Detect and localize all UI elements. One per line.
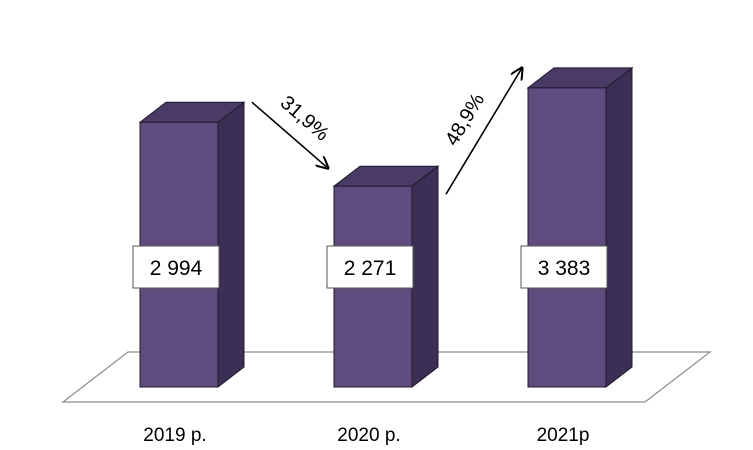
growth-annotation-1: 31,9% — [251, 92, 333, 168]
labels-group: 2 994 2019 р. 2 271 2020 р. 3 383 2021р — [132, 245, 608, 446]
data-label-text: 2 994 — [150, 257, 203, 280]
data-label-box — [520, 245, 608, 289]
x-tick-label-1: 2019 р. — [143, 425, 206, 446]
data-label-box — [132, 245, 220, 289]
bar-3 — [526, 66, 634, 389]
bar-side-face — [411, 165, 439, 389]
growth-annotation-2: 48,9% — [441, 68, 522, 195]
data-label-text: 2 271 — [344, 257, 397, 280]
bar-side-face — [605, 66, 633, 389]
bar-front-face — [527, 87, 607, 388]
growth-label: 31,9% — [276, 92, 333, 146]
growth-label: 48,9% — [441, 90, 489, 150]
x-tick-label-3: 2021р — [537, 425, 590, 446]
data-label-2: 2 271 — [326, 245, 414, 289]
x-tick-label-2: 2020 р. — [337, 425, 400, 446]
data-label-text: 3 383 — [538, 257, 591, 280]
growth-arrow — [251, 101, 328, 168]
bars-group — [138, 66, 634, 389]
data-label-1: 2 994 — [132, 245, 220, 289]
bar-side-face — [217, 101, 245, 389]
growth-arrow — [445, 68, 522, 195]
bar-1 — [138, 101, 246, 389]
data-label-3: 3 383 — [520, 245, 608, 289]
data-label-box — [326, 245, 414, 289]
